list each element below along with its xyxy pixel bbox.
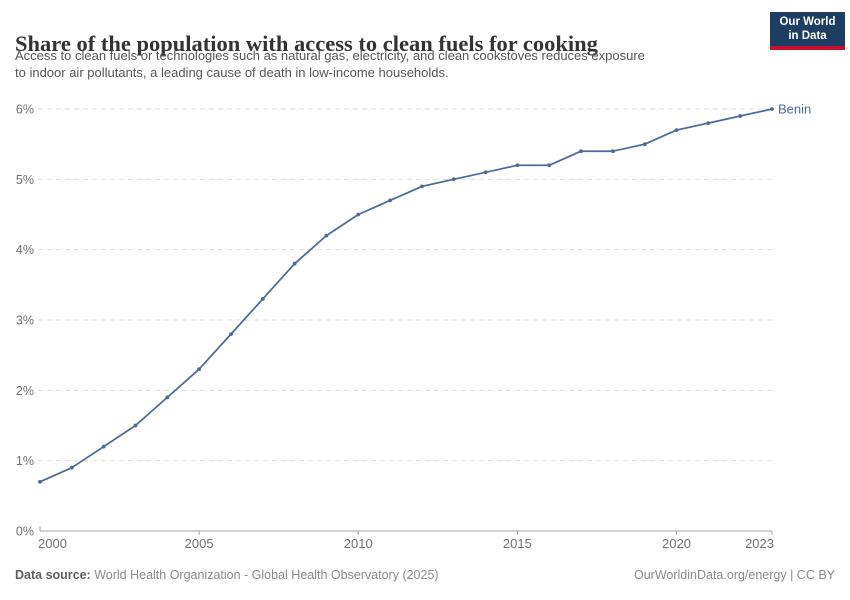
data-source-label: Data source: xyxy=(15,568,91,582)
x-tick-label-2015: 2015 xyxy=(503,536,532,551)
data-point-2014[interactable] xyxy=(483,170,488,175)
data-point-2023[interactable] xyxy=(770,107,774,111)
data-point-2008[interactable] xyxy=(292,261,297,266)
data-point-2002[interactable] xyxy=(101,444,106,449)
license-link: OurWorldinData.org/energy | CC BY xyxy=(633,568,835,582)
data-point-2004[interactable] xyxy=(165,395,170,400)
data-point-2006[interactable] xyxy=(229,332,233,336)
owid-logo-line-2: in Data xyxy=(788,30,827,42)
data-point-2016[interactable] xyxy=(547,163,552,168)
data-source-text: World Health Organization - Global Healt… xyxy=(90,568,439,582)
chart-title: Share of the population with access to c… xyxy=(15,31,598,57)
y-tick-label-4: 4% xyxy=(16,243,34,257)
y-tick-label-3: 3% xyxy=(16,314,34,328)
data-point-2018[interactable] xyxy=(611,149,615,154)
chart-footer: Data source: World Health Organization -… xyxy=(0,568,850,582)
owid-logo[interactable]: Our World in Data xyxy=(770,12,845,50)
data-point-2022[interactable] xyxy=(738,114,743,118)
data-point-2015[interactable] xyxy=(515,163,520,168)
trend-line-benin[interactable] xyxy=(39,108,773,483)
chart-subtitle-line-2: to indoor air pollutants, a leading caus… xyxy=(15,64,449,80)
data-point-2021[interactable] xyxy=(706,121,711,125)
chart-subtitle: Access to clean fuels or technologies su… xyxy=(15,48,755,81)
data-point-2017[interactable] xyxy=(579,149,583,154)
data-point-2000[interactable] xyxy=(38,479,42,484)
x-tick-label-2000: 2000 xyxy=(38,536,67,551)
data-point-2005[interactable] xyxy=(197,367,202,372)
line-chart[interactable]: 0% 1% 2% 3% 4% 5% 6% 2000 2005 2010 2015 2020 2023 Be… xyxy=(0,95,850,565)
data-point-2010[interactable] xyxy=(356,212,361,217)
y-tick-label-0: 0% xyxy=(16,525,34,539)
chart-subtitle-line-1: Access to clean fuels or technologies su… xyxy=(15,48,645,63)
x-tick-label-2005: 2005 xyxy=(185,536,214,551)
y-tick-label-5: 5% xyxy=(16,173,34,187)
data-point-2003[interactable] xyxy=(133,423,138,428)
x-tick-label-2010: 2010 xyxy=(344,536,373,551)
data-point-2009[interactable] xyxy=(324,233,329,238)
data-point-2007[interactable] xyxy=(260,297,265,301)
series-label[interactable]: Benin xyxy=(778,102,811,117)
y-tick-label-6: 6% xyxy=(16,103,34,117)
data-source-note: Data source: World Health Organization -… xyxy=(15,568,439,582)
y-tick-label-2: 2% xyxy=(16,384,34,398)
data-point-2019[interactable] xyxy=(642,142,647,147)
data-point-2013[interactable] xyxy=(451,177,456,182)
y-tick-label-1: 1% xyxy=(16,454,34,468)
data-point-2012[interactable] xyxy=(420,184,424,189)
owid-logo-line-1: Our World xyxy=(779,16,836,28)
data-point-2011[interactable] xyxy=(388,198,392,203)
x-tick-label-2023: 2023 xyxy=(745,536,774,551)
data-point-2020[interactable] xyxy=(674,128,679,132)
data-point-2001[interactable] xyxy=(69,465,74,470)
x-tick-label-2020: 2020 xyxy=(662,536,691,551)
